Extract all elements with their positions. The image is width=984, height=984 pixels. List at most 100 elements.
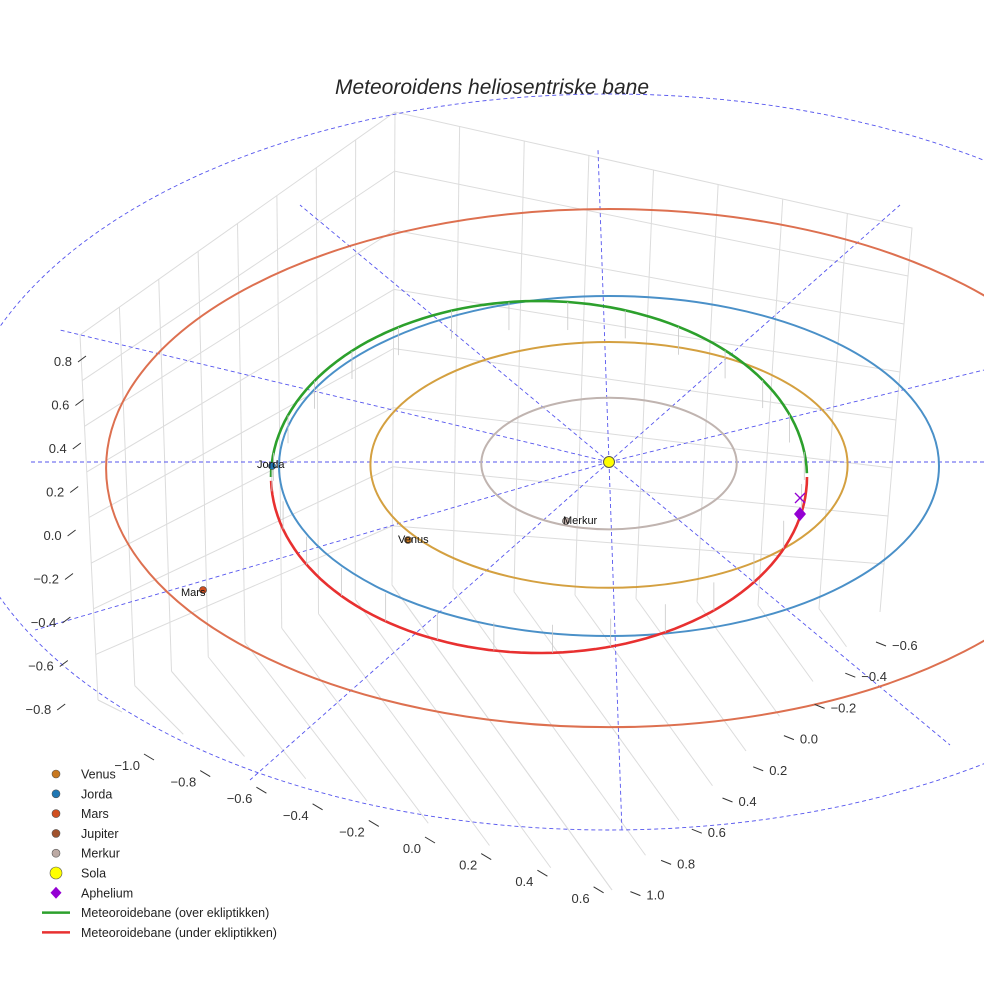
x-tick-label: 0.6: [572, 891, 590, 906]
floor-grid-line: [244, 642, 368, 802]
legend-label: Jupiter: [81, 827, 119, 841]
x-tick-mark: [256, 786, 267, 794]
planet-marker-mars: [199, 586, 207, 594]
x-tick-mark: [593, 886, 604, 894]
sun-marker: [603, 456, 615, 468]
grid-line: [82, 170, 909, 382]
ecliptic-ray: [608, 461, 951, 746]
z-tick-mark: [75, 399, 84, 406]
legend-swatch: [51, 829, 61, 838]
z-tick-mark: [59, 660, 69, 667]
ecliptic-ray: [59, 329, 610, 463]
floor-grid-line: [354, 599, 552, 869]
ecliptic-ring: [0, 93, 984, 831]
y-tick-label: 0.4: [739, 794, 757, 809]
planet-label: Mars: [181, 587, 206, 599]
floor-grid-line: [635, 598, 747, 752]
floor-grid-line: [452, 588, 646, 856]
x-tick-label: 0.0: [403, 841, 421, 856]
y-tick-label: 0.8: [677, 856, 695, 871]
z-tick-mark: [77, 355, 87, 363]
grid-line: [91, 407, 893, 564]
x-tick-mark: [143, 753, 155, 761]
ecliptic-ray: [299, 204, 610, 463]
floor-grid-line: [97, 699, 123, 713]
grid-line: [93, 466, 889, 610]
z-tick-mark: [62, 616, 71, 624]
x-tick-mark: [199, 770, 211, 778]
aphelion-x-marker: [794, 492, 806, 504]
legend-label: Meteoroidebane (over ekliptikken): [81, 906, 269, 920]
x-tick-label: −0.6: [227, 791, 253, 806]
y-tick-mark: [630, 891, 641, 897]
legend-swatch: [51, 809, 61, 818]
planet-label: Jorda: [257, 459, 285, 471]
grid-line: [84, 229, 905, 427]
legend-swatch: [51, 789, 61, 799]
legend-label: Jorda: [81, 787, 112, 801]
floor-grid-line: [757, 604, 814, 682]
z-tick-label: −0.2: [33, 572, 59, 587]
z-tick-label: −0.6: [28, 659, 54, 674]
y-tick-mark: [753, 766, 764, 772]
floor-grid-line: [318, 613, 490, 846]
z-tick-label: 0.8: [54, 354, 72, 369]
x-tick-label: −0.2: [339, 824, 365, 839]
x-tick-label: −0.8: [171, 775, 197, 790]
y-tick-label: 0.6: [708, 825, 726, 840]
floor-grid-line: [696, 601, 780, 717]
y-tick-label: −0.2: [831, 700, 857, 715]
y-tick-mark: [814, 703, 825, 709]
legend-item: Merkur: [51, 847, 120, 861]
legend-label: Sola: [81, 867, 106, 881]
y-tick-label: −0.6: [892, 638, 918, 653]
legend-item: Venus: [51, 768, 116, 782]
y-tick-label: 1.0: [646, 888, 664, 903]
ecliptic-ray: [608, 369, 984, 463]
y-tick-mark: [845, 672, 856, 678]
floor-grid-line: [574, 594, 713, 787]
z-tick-mark: [56, 703, 66, 711]
x-tick-mark: [312, 803, 323, 811]
x-tick-mark: [480, 853, 492, 861]
x-tick-mark: [537, 869, 548, 877]
meteoroid-orbit-above: [269, 299, 809, 478]
z-tick-mark: [72, 442, 82, 450]
y-tick-label: 0.2: [769, 763, 787, 778]
ecliptic-guides: [0, 93, 984, 833]
legend-label: Aphelium: [81, 886, 133, 900]
y-tick-label: −0.4: [861, 669, 887, 684]
planet-marker-merkur: [562, 517, 570, 525]
z-tick-label: −0.4: [31, 615, 57, 630]
z-tick-label: 0.0: [44, 528, 62, 543]
planet-label: Venus: [398, 534, 429, 546]
floor-grid-line: [281, 627, 429, 824]
legend-swatch: [50, 886, 62, 899]
legend-label: Merkur: [81, 847, 120, 861]
ecliptic-ray: [608, 204, 901, 463]
legend-item: Meteoroidebane (under ekliptikken): [42, 926, 277, 940]
planet-label: Merkur: [563, 515, 598, 527]
x-tick-label: 0.2: [459, 858, 477, 873]
ecliptic-ray: [249, 461, 610, 781]
floor-grid-line: [171, 670, 245, 757]
x-tick-label: 0.4: [515, 874, 533, 889]
orbits: [105, 208, 984, 729]
floor-grid-line: [391, 584, 613, 891]
legend-item: Mars: [51, 807, 109, 821]
legend-item: Meteoroidebane (over ekliptikken): [42, 906, 269, 920]
y-tick-mark: [722, 797, 733, 803]
orbit-mars: [105, 208, 984, 729]
aphelion-marker: [794, 507, 806, 521]
z-tick-mark: [69, 486, 79, 493]
floor-grid-line: [134, 685, 184, 735]
legend-swatch: [51, 769, 61, 779]
ecliptic-ray: [34, 461, 610, 631]
legend-label: Venus: [81, 768, 116, 782]
ecliptic-ray: [608, 461, 623, 833]
legend-swatch: [51, 848, 61, 858]
x-tick-mark: [368, 819, 380, 827]
grid-line: [88, 347, 897, 518]
floor-grid-line: [513, 591, 680, 821]
